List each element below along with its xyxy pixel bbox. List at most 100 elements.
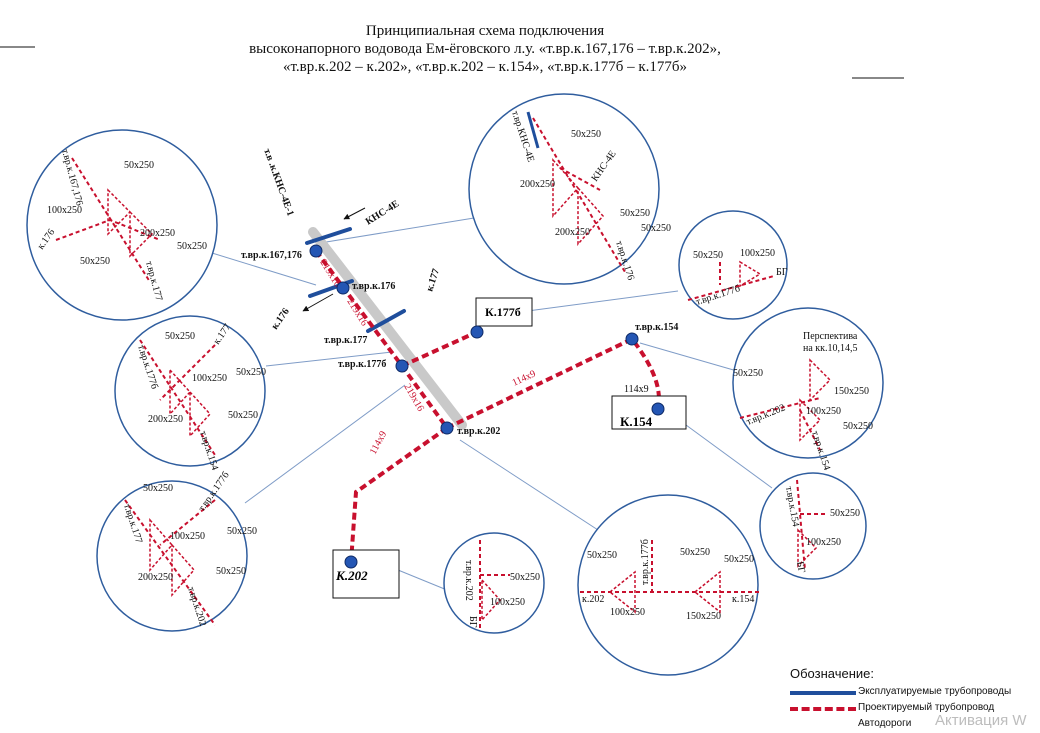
legend: Обозначение: Эксплуатируемые трубопровод… <box>790 666 1040 733</box>
c4-label-4: 50х250 <box>228 410 258 421</box>
k177-label: к.177 <box>424 267 442 293</box>
callout-connectors <box>211 217 773 591</box>
node-label-vr154: т.вр.к.154 <box>635 322 678 333</box>
projected-pipe-202 <box>349 426 449 563</box>
c8-pipe-0: т.вр.к.177б <box>640 539 651 585</box>
road-line <box>308 227 467 430</box>
c9-label-0: 50х250 <box>830 508 860 519</box>
c9-label-1: 100х250 <box>806 537 841 548</box>
c2-label-1: 200х250 <box>520 179 555 190</box>
c3-pipe-1: БГ <box>776 267 788 278</box>
legend-swatch-projected <box>790 707 856 711</box>
c4-label-2: 50х250 <box>236 367 266 378</box>
box-k177b-label: К.177б <box>485 305 521 319</box>
c6-label-3: 200х250 <box>138 572 173 583</box>
c2-label-0: 50х250 <box>571 129 601 140</box>
node-label-vr167: т.вр.к.167,176 <box>241 250 302 261</box>
kns-top-label: т.в .к.КНС-4Е-1 <box>261 147 296 217</box>
callout-c1: 50х250 100х250 200х250 50х250 50х250 т.в… <box>26 129 218 321</box>
callout-c8: 50х250 50х250 50х250 100х250 150х250 т.в… <box>577 494 760 676</box>
c3-label-0: 50х250 <box>693 250 723 261</box>
pipe-label-e: 114х9 <box>624 384 649 395</box>
c8-label-3: 100х250 <box>610 607 645 618</box>
legend-label-roads: Автодороги <box>858 718 912 729</box>
kns-label: КНС-4Е <box>364 198 402 227</box>
legend-label-existing: Эксплуатируемые трубопроводы <box>858 686 1012 697</box>
c4-label-1: 100х250 <box>192 373 227 384</box>
c4-label-0: 50х250 <box>165 331 195 342</box>
callout-c2: 50х250 200х250 50х250 200х250 50х250 т.в… <box>468 93 671 285</box>
c8-label-0: 50х250 <box>587 550 617 561</box>
node-label-vr177b: т.вр.к.177б <box>338 359 386 370</box>
callout-c5: Перспектива на кк.10,14,5 50х250 150х250… <box>732 307 884 472</box>
node-vr202 <box>440 421 454 435</box>
c1-label-0: 50х250 <box>124 160 154 171</box>
activation-watermark: Активация W <box>935 712 1027 729</box>
node-k177b <box>470 325 484 339</box>
c5-label-0: 50х250 <box>733 368 763 379</box>
legend-row-roads: Автодороги <box>790 717 1040 733</box>
box-k177b: К.177б <box>475 297 533 327</box>
box-k154-label: К.154 <box>620 414 653 429</box>
c5-label-2: 100х250 <box>806 406 841 417</box>
pipe-label-f: 114х9 <box>368 429 389 456</box>
c2-label-4: 50х250 <box>641 223 671 234</box>
c4-label-3: 200х250 <box>148 414 183 425</box>
existing-pipe-kns <box>305 227 352 245</box>
box-k202-label: К.202 <box>335 568 368 583</box>
c6-label-2: 50х250 <box>227 526 257 537</box>
c7-pipe-0: т.вр.к.202 <box>463 560 474 601</box>
c8-label-2: 50х250 <box>724 554 754 565</box>
k176-label: к.176 <box>269 306 291 331</box>
c1-label-2: 200х250 <box>140 228 175 239</box>
c8-pipe-2: к.154 <box>732 594 754 605</box>
legend-row-projected: Проектируемый трубопровод <box>790 701 1040 717</box>
legend-row-existing: Эксплуатируемые трубопроводы <box>790 685 1040 701</box>
callout-c7: 50х250 100х250 т.вр.к.202 БГ <box>443 532 545 634</box>
pipe-label-d: 114х9 <box>511 368 538 388</box>
diagram-title: Принципиальная схема подключения высокон… <box>0 22 970 76</box>
node-label-vr177: т.вр.к.177 <box>324 335 367 346</box>
c9-pipe-1: БГ <box>794 561 807 574</box>
callout-c9: 50х250 100х250 т.вр.к.154 БГ <box>759 472 867 580</box>
c7-label-0: 50х250 <box>510 572 540 583</box>
c5-label-1: 150х250 <box>834 386 869 397</box>
node-vr176 <box>336 281 350 295</box>
box-k202: К.202 <box>332 549 400 599</box>
c1-label-3: 50х250 <box>177 241 207 252</box>
node-vr154 <box>625 332 639 346</box>
junction-nodes <box>309 244 665 569</box>
callout-c4: 50х250 100х250 50х250 200х250 50х250 к.1… <box>114 315 266 472</box>
c8-pipe-1: к.202 <box>582 594 604 605</box>
legend-swatch-existing <box>790 691 856 695</box>
title-line-3: «т.вр.к.202 – к.202», «т.вр.к.202 – к.15… <box>282 59 688 75</box>
c7-label-1: 100х250 <box>490 597 525 608</box>
node-vr177b <box>395 359 409 373</box>
c5-note-1: Перспектива <box>803 331 858 342</box>
node-k202 <box>344 555 358 569</box>
node-label-vr176: т.вр.к.176 <box>352 281 395 292</box>
c5-note-2: на кк.10,14,5 <box>803 343 858 354</box>
c6-label-1: 100х250 <box>170 531 205 542</box>
projected-pipe-177b <box>401 330 478 368</box>
c8-label-1: 50х250 <box>680 547 710 558</box>
projected-pipe-154 <box>446 336 661 430</box>
c8-label-4: 150х250 <box>686 611 721 622</box>
callout-c3: 50х250 100х250 т.вр.к.177б БГ <box>678 210 788 320</box>
c2-label-2: 50х250 <box>620 208 650 219</box>
c3-label-1: 100х250 <box>740 248 775 259</box>
legend-label-projected: Проектируемый трубопровод <box>858 702 995 713</box>
box-k154: К.154 <box>611 395 687 430</box>
pipe-label-c: 219х16 <box>401 382 426 413</box>
title-line-2: высоконапорного водовода Ем-ёговского л.… <box>249 41 721 57</box>
c2-label-3: 200х250 <box>555 227 590 238</box>
node-vr167 <box>309 244 323 258</box>
c7-pipe-1: БГ <box>467 616 478 628</box>
c5-label-3: 50х250 <box>843 421 873 432</box>
callout-c6: 50х250 100х250 50х250 200х250 50х250 т.в… <box>96 470 257 632</box>
node-k154 <box>651 402 665 416</box>
flow-arrows-main <box>302 207 366 312</box>
title-line-1: Принципиальная схема подключения <box>365 23 605 39</box>
node-label-vr202: т.вр.к.202 <box>457 426 500 437</box>
